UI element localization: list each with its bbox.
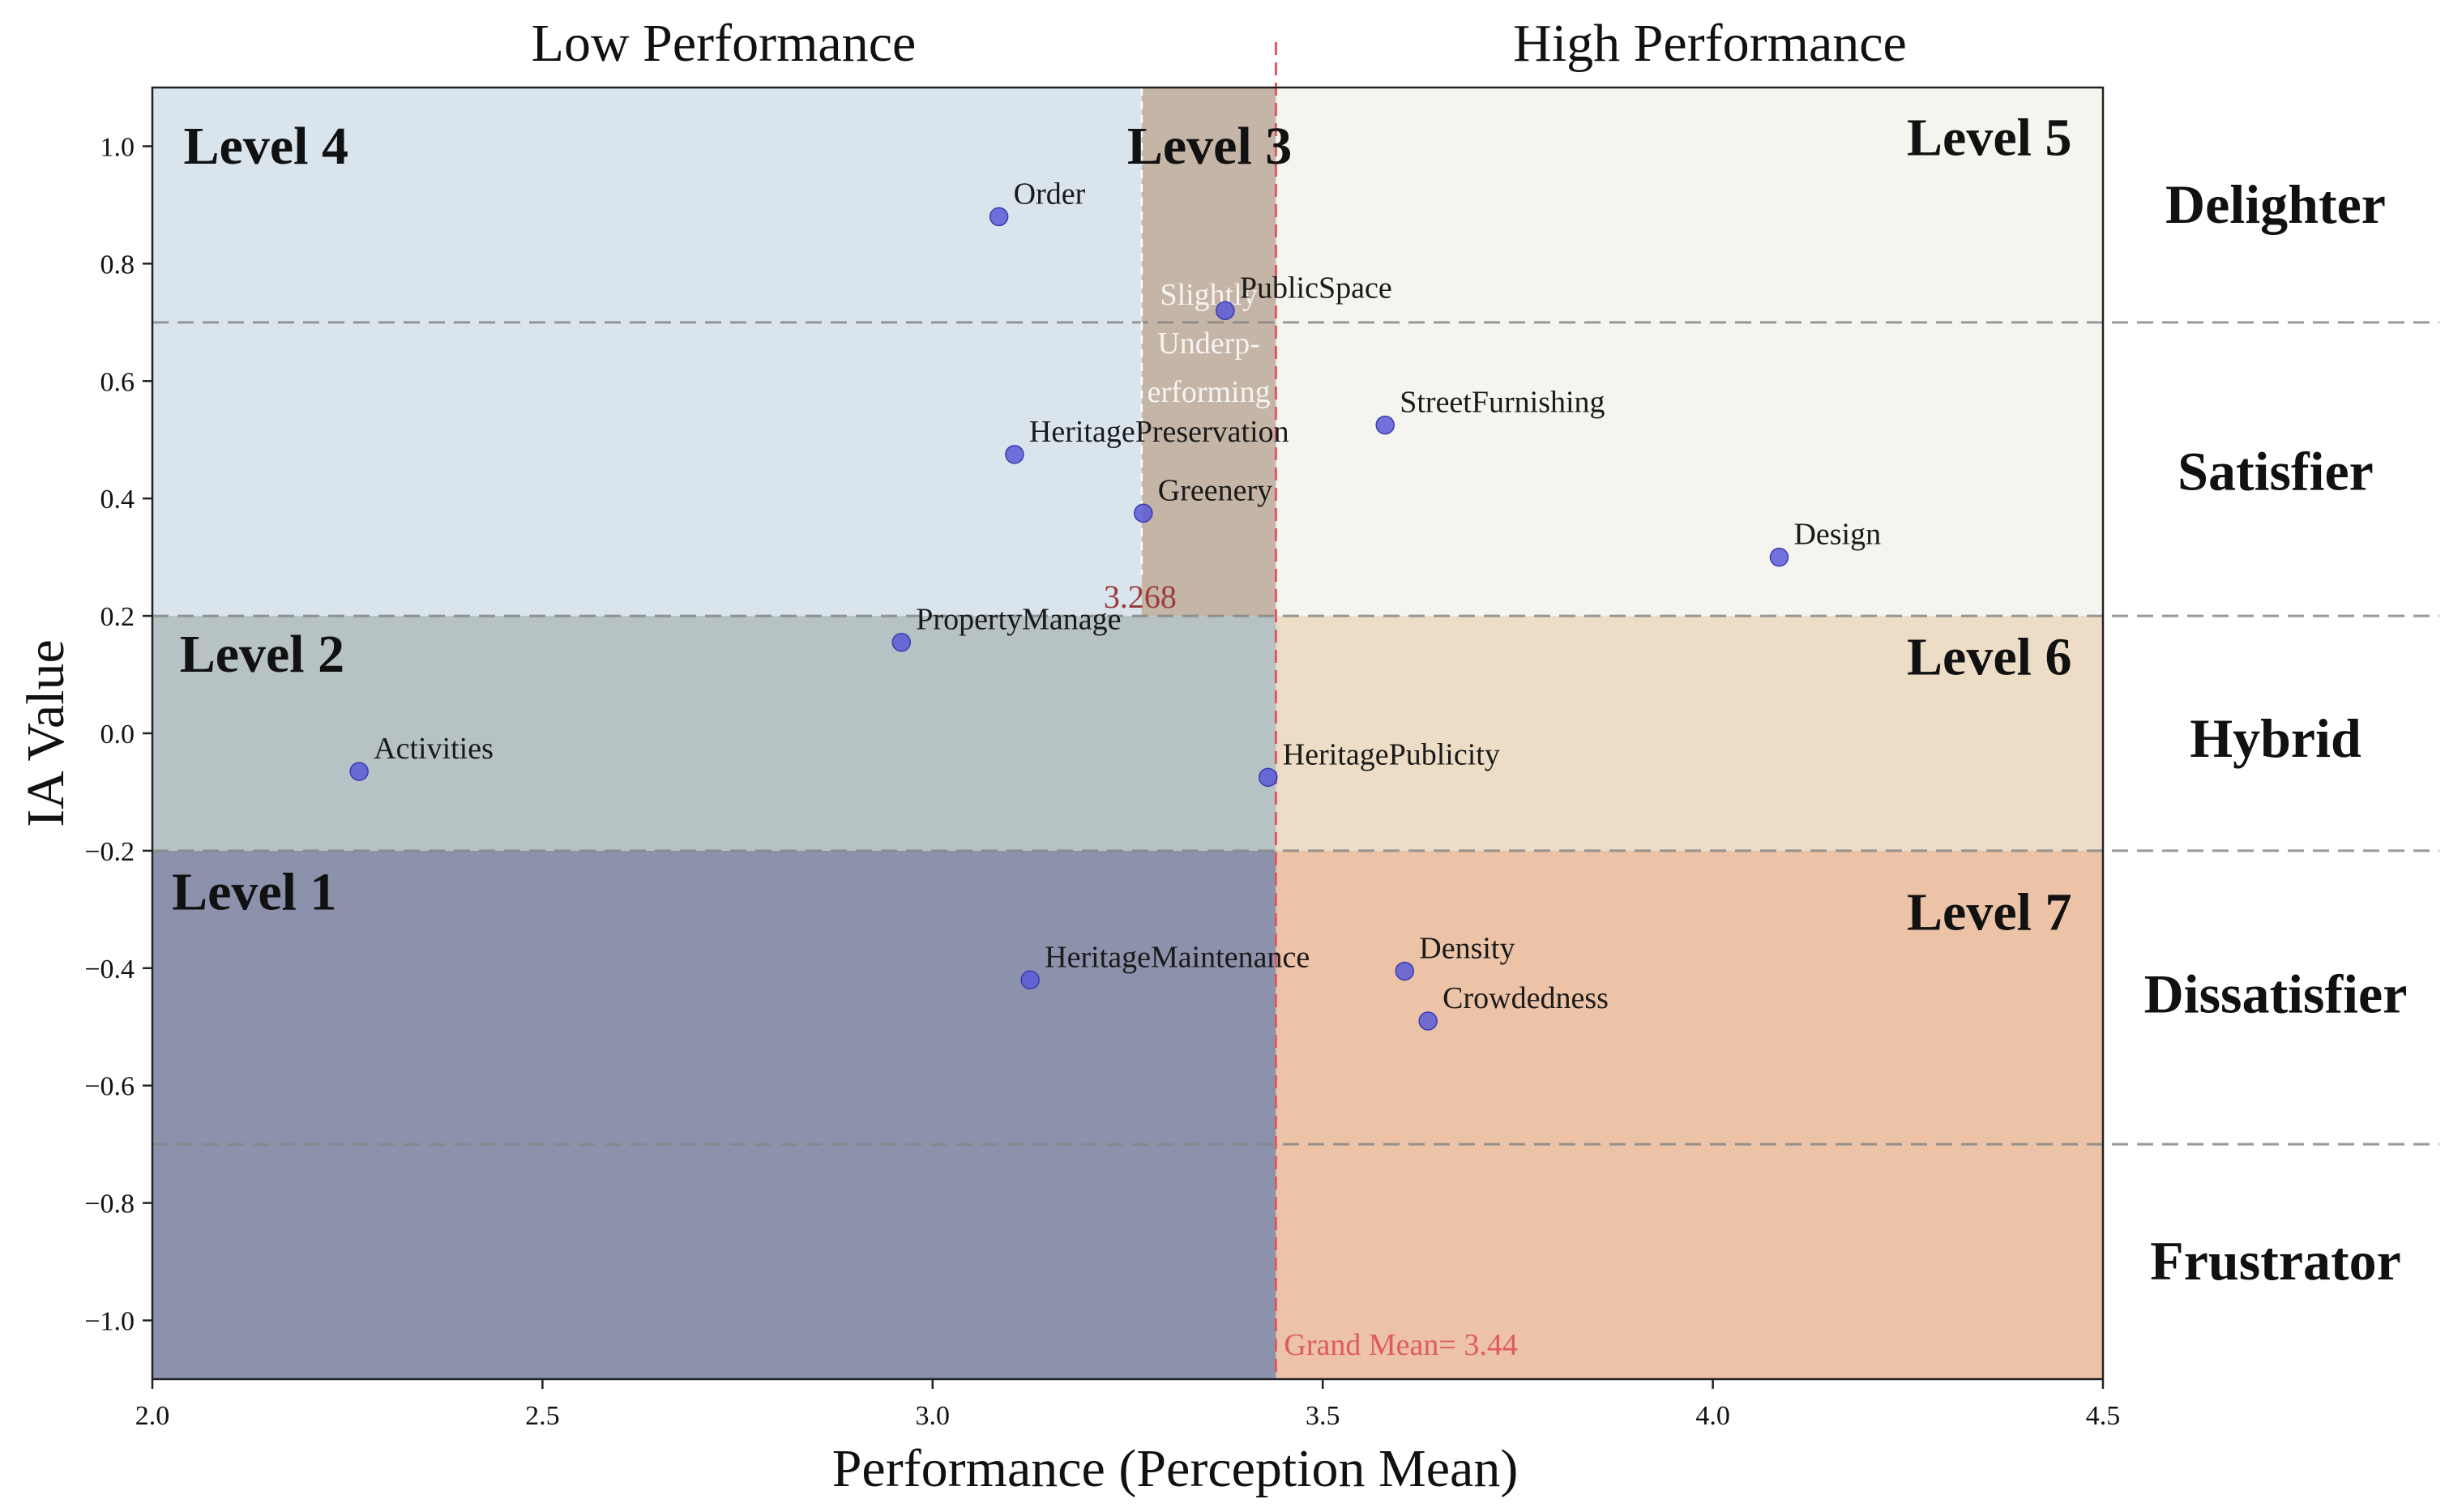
region-label-level2: Level 2	[180, 625, 344, 684]
point-label-publicspace: PublicSpace	[1240, 271, 1392, 305]
point-order	[989, 207, 1009, 227]
header-low-performance: Low Performance	[532, 14, 917, 73]
region-level6	[1276, 616, 2103, 851]
category-label-dissatisfier: Dissatisfier	[2144, 963, 2408, 1024]
category-label-frustrator: Frustrator	[2150, 1230, 2401, 1292]
point-heritagepublicity	[1259, 767, 1278, 788]
regions-layer	[152, 88, 2103, 1379]
point-label-activities: Activities	[374, 732, 494, 766]
region-level7	[1276, 850, 2103, 1379]
region-level5	[1276, 88, 2103, 617]
y-tick-label: −1.0	[84, 1307, 135, 1337]
grand-mean-layer: Grand Mean= 3.44	[1274, 42, 1518, 1379]
point-heritagepreservation	[1005, 445, 1024, 464]
point-label-heritagepublicity: HeritagePublicity	[1283, 737, 1500, 771]
points-layer: Order PublicSpace StreetFurnishing Heritage…	[349, 177, 1881, 1031]
region-label-level5: Level 5	[1907, 108, 2071, 167]
x-tick-label: 2.0	[135, 1401, 170, 1431]
region-level1	[152, 850, 1276, 1379]
point-label-crowdedness: Crowdedness	[1442, 981, 1609, 1015]
point-label-heritagemaintenance: HeritageMaintenance	[1045, 940, 1310, 974]
point-label-order: Order	[1014, 177, 1086, 211]
x-axis-label: Performance (Perception Mean)	[832, 1439, 1519, 1498]
x-tick-label: 4.0	[1695, 1401, 1730, 1431]
point-label-design: Design	[1793, 518, 1881, 552]
point-label-propertymanage: PropertyManage	[916, 603, 1121, 637]
region-level4	[152, 88, 1142, 617]
point-design	[1769, 547, 1789, 567]
point-streetfurnishing	[1375, 415, 1395, 435]
x-tick-label: 4.5	[2086, 1401, 2121, 1431]
y-tick-label: −0.2	[84, 837, 135, 867]
x-tick-label: 2.5	[525, 1401, 560, 1431]
y-tick-label: 1.0	[100, 132, 135, 162]
threshold-label: 3.268	[1104, 579, 1177, 615]
region-label-level7: Level 7	[1907, 883, 2071, 942]
point-label-streetfurnishing: StreetFurnishing	[1400, 386, 1605, 420]
category-label-delighter: Delighter	[2165, 173, 2386, 235]
note-line: Underp-	[1157, 327, 1260, 361]
region-label-level3: Level 3	[1127, 117, 1292, 176]
x-tick-label: 3.5	[1306, 1401, 1340, 1431]
region-label-level6: Level 6	[1907, 628, 2071, 687]
y-tick-label: 0.2	[100, 602, 135, 632]
category-labels-layer: Delighter Satisfier Hybrid Dissatisfier Frus…	[2144, 173, 2408, 1292]
point-propertymanage	[891, 632, 912, 652]
y-tick-label: −0.6	[84, 1072, 135, 1102]
header-high-performance: High Performance	[1513, 14, 1907, 73]
point-density	[1395, 961, 1415, 981]
category-label-satisfier: Satisfier	[2178, 441, 2374, 502]
point-activities	[349, 762, 369, 781]
region-label-level1: Level 1	[172, 862, 336, 921]
note-line: Slightly	[1160, 278, 1257, 312]
point-greenery	[1134, 503, 1153, 523]
region-level2	[152, 616, 1276, 851]
region-level3	[1141, 88, 1276, 617]
region-label-level4: Level 4	[184, 117, 348, 176]
grand-mean-label: Grand Mean= 3.44	[1284, 1328, 1517, 1362]
point-label-density: Density	[1419, 931, 1515, 965]
y-tick-label: −0.8	[84, 1190, 135, 1219]
point-heritagemaintenance	[1020, 970, 1040, 990]
point-label-greenery: Greenery	[1158, 473, 1272, 507]
y-tick-label: 0.4	[100, 485, 135, 515]
point-crowdedness	[1418, 1011, 1438, 1031]
point-label-heritagepreservation: HeritagePreservation	[1029, 415, 1289, 449]
hlines-layer	[152, 321, 2439, 1146]
point-publicspace	[1216, 301, 1235, 321]
y-tick-label: 0.8	[100, 250, 135, 280]
underperforming-note: Slightly Underp-erforming 3.268	[1104, 88, 1271, 615]
category-label-hybrid: Hybrid	[2190, 707, 2361, 769]
axes-layer: 2.0 2.5 3.0 3.5 4.0 4.5 1.0 0.8 0.6 0.4 0.2 0.0 −0.2…	[84, 132, 2120, 1431]
y-tick-label: 0.0	[100, 720, 135, 750]
note-line: erforming	[1148, 375, 1271, 409]
y-tick-label: 0.6	[100, 367, 135, 397]
y-tick-label: −0.4	[84, 955, 135, 985]
x-tick-label: 3.0	[916, 1401, 951, 1431]
y-axis-label: IA Value	[16, 639, 75, 827]
region-labels-layer: Level 4 Level 3 Level 5 Level 2 Level 6 Level…	[172, 108, 2071, 942]
